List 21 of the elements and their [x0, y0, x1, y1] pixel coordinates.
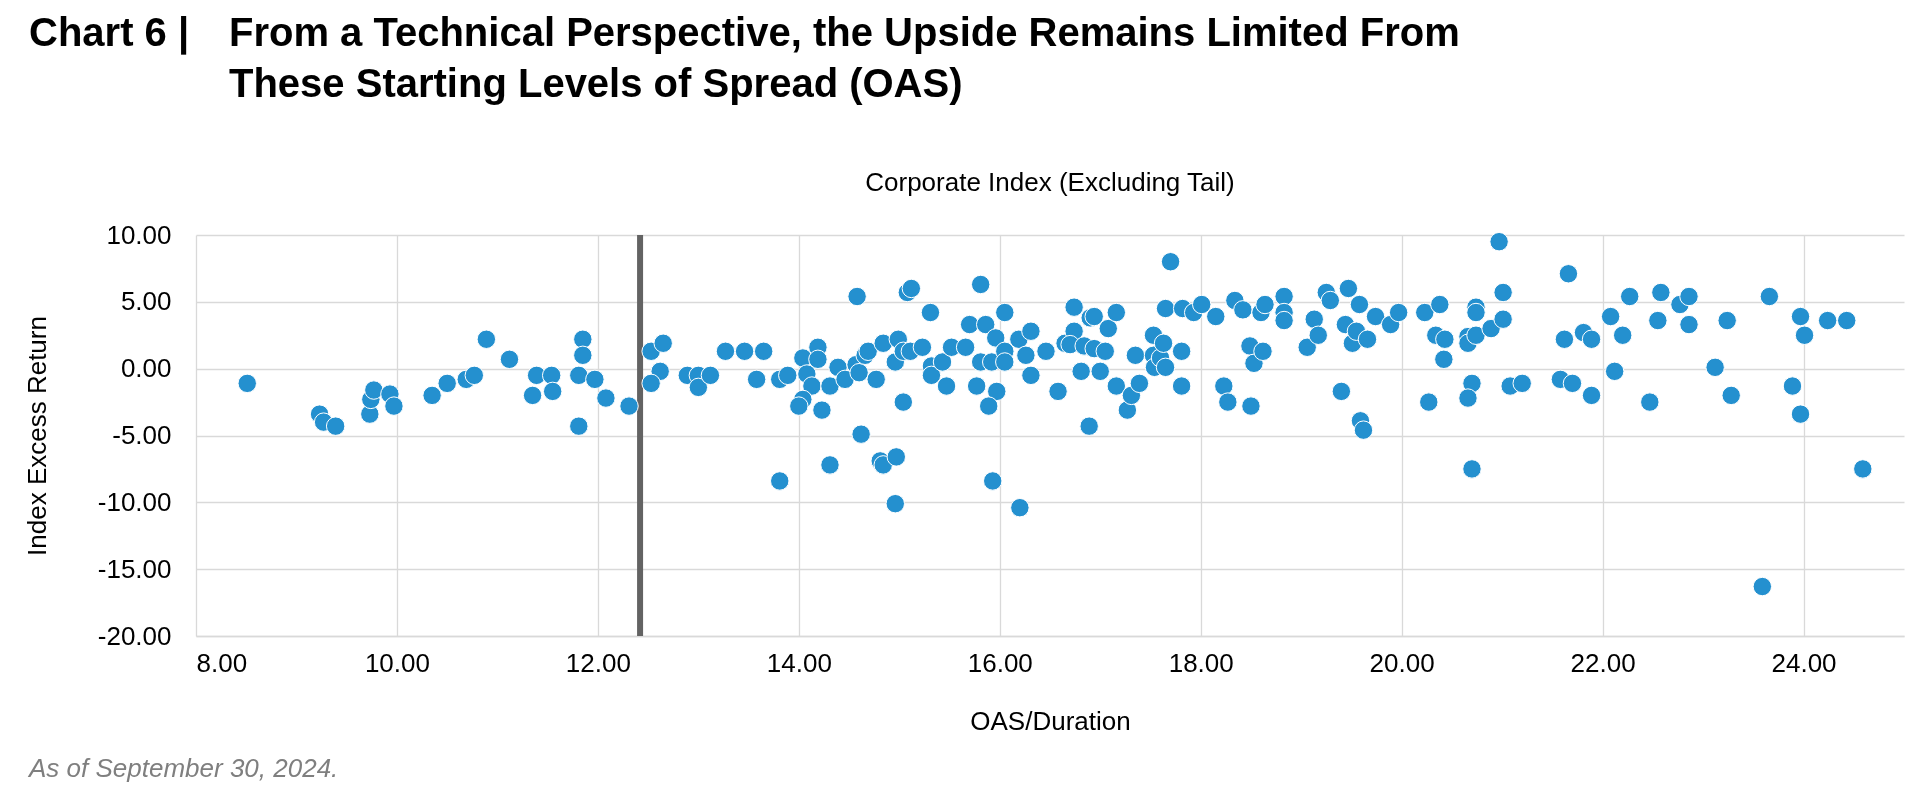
x-tick-label: 20.00: [1369, 647, 1435, 678]
x-tick-label: 14.00: [766, 647, 832, 678]
text: As of September 30, 2024.: [27, 753, 339, 783]
y-tick-label: 5.00: [120, 286, 172, 317]
y-tick-label: -20.00: [97, 620, 172, 651]
x-tick-label: 18.00: [1168, 647, 1234, 678]
x-tick-label: 24.00: [1771, 647, 1837, 678]
x-tick-label: 8.00: [196, 647, 248, 678]
y-tick-label: -10.00: [97, 486, 172, 517]
x-axis-title: OAS/Duration: [970, 705, 1131, 736]
y-axis-title: Index Excess Return: [21, 316, 52, 556]
y-tick-label: -15.00: [97, 553, 172, 584]
x-tick-label: 16.00: [967, 647, 1033, 678]
y-tick-label: -5.00: [112, 420, 172, 450]
y-tick-label: 0.00: [120, 353, 172, 384]
x-tick-label: 12.00: [565, 647, 631, 678]
x-tick-label: 22.00: [1570, 647, 1636, 678]
chart-title: Chart 6 | From a Technical Perspective, the Upside Remains Limited From These Starting Levels of Spread (OAS): [29, 10, 1460, 105]
y-tick-label: 10.00: [106, 219, 172, 250]
x-tick-label: 10.00: [364, 647, 430, 678]
chart-subtitle: Corporate Index (Excluding Tail): [865, 167, 1235, 197]
